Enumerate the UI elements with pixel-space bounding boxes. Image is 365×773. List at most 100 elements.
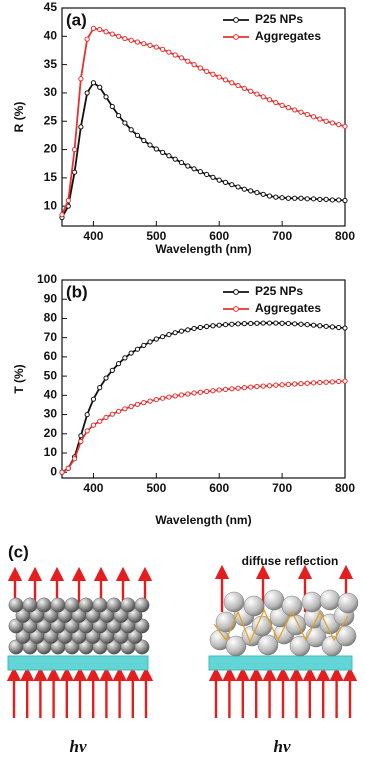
data-point <box>329 324 336 330</box>
data-point <box>71 146 78 153</box>
data-point <box>166 394 172 400</box>
data-point <box>160 149 166 155</box>
data-point <box>134 39 141 45</box>
data-point <box>285 320 291 327</box>
data-point <box>273 320 279 326</box>
data-point <box>147 142 153 148</box>
data-point <box>191 390 197 396</box>
data-point <box>222 386 229 392</box>
data-point <box>109 411 115 417</box>
photon-label: hv <box>70 737 87 756</box>
data-point <box>59 212 65 218</box>
y-tick-label: 45 <box>44 0 58 14</box>
data-point <box>260 383 266 389</box>
data-point <box>273 382 279 388</box>
data-point <box>254 383 260 390</box>
data-point <box>84 411 90 418</box>
data-point <box>210 388 216 394</box>
x-tick-label: 800 <box>335 481 355 495</box>
data-point <box>204 323 210 330</box>
x-tick-label: 700 <box>272 229 292 243</box>
y-tick-label: 100 <box>37 272 57 286</box>
data-point <box>248 188 254 194</box>
data-point <box>342 378 348 384</box>
y-tick-label: 60 <box>44 349 58 363</box>
data-point <box>166 153 172 159</box>
data-point <box>153 146 159 152</box>
panel-label: (c) <box>8 542 29 561</box>
data-point <box>241 385 247 391</box>
data-point <box>304 321 310 328</box>
data-point <box>248 88 254 94</box>
data-point <box>266 320 273 326</box>
data-point <box>317 379 323 386</box>
y-tick-label: 15 <box>44 170 58 184</box>
data-point <box>235 321 241 327</box>
data-point <box>97 84 103 90</box>
x-tick-label: 600 <box>209 481 229 495</box>
data-point <box>285 381 291 387</box>
x-tick-label: 400 <box>83 229 103 243</box>
data-point <box>229 321 235 327</box>
x-tick-label: 400 <box>83 481 103 495</box>
data-point <box>292 195 298 201</box>
data-point <box>298 195 304 201</box>
data-point <box>78 438 84 445</box>
aggregate <box>215 611 237 633</box>
data-point <box>97 26 103 33</box>
y-tick-label: 20 <box>44 142 58 156</box>
particle <box>134 618 150 634</box>
data-point <box>128 350 134 356</box>
data-point <box>292 107 298 113</box>
data-point <box>153 336 159 342</box>
data-point <box>128 403 134 410</box>
series-line <box>61 322 346 474</box>
particle <box>36 597 52 613</box>
data-point <box>90 396 97 402</box>
legend-marker <box>233 17 239 23</box>
y-tick-label: 90 <box>44 291 58 305</box>
data-point <box>248 384 254 390</box>
data-point <box>254 91 260 97</box>
data-point <box>285 105 291 111</box>
particle <box>134 597 150 613</box>
data-point <box>216 387 222 393</box>
particle <box>127 608 143 623</box>
data-point <box>235 184 241 190</box>
data-point <box>241 186 247 192</box>
data-point <box>160 395 166 401</box>
x-tick-label: 500 <box>146 481 166 495</box>
substrate <box>7 655 149 671</box>
data-point <box>260 94 266 100</box>
data-point <box>304 111 310 118</box>
data-point <box>147 339 153 345</box>
data-point <box>229 80 235 86</box>
particle <box>120 597 136 613</box>
aggregate <box>319 589 341 611</box>
particle <box>134 639 150 655</box>
data-point <box>273 194 279 200</box>
data-point <box>109 31 115 37</box>
data-point <box>254 320 260 326</box>
data-point <box>323 323 329 329</box>
data-point <box>342 197 348 204</box>
particle <box>22 597 38 613</box>
aggregate <box>263 589 285 611</box>
y-axis-label: R (%) <box>12 102 26 133</box>
data-point <box>116 33 122 39</box>
data-point <box>116 112 122 119</box>
series-line <box>61 81 346 218</box>
data-point <box>178 159 185 166</box>
data-point <box>204 388 210 395</box>
data-point <box>134 346 141 352</box>
data-point <box>235 385 241 391</box>
data-point <box>191 325 197 332</box>
data-point <box>172 52 178 58</box>
aggregate <box>335 625 357 647</box>
data-point <box>59 469 65 475</box>
data-point <box>329 379 336 385</box>
data-point <box>166 49 172 55</box>
data-point <box>65 465 71 471</box>
data-point <box>241 85 247 92</box>
data-point <box>191 62 197 68</box>
